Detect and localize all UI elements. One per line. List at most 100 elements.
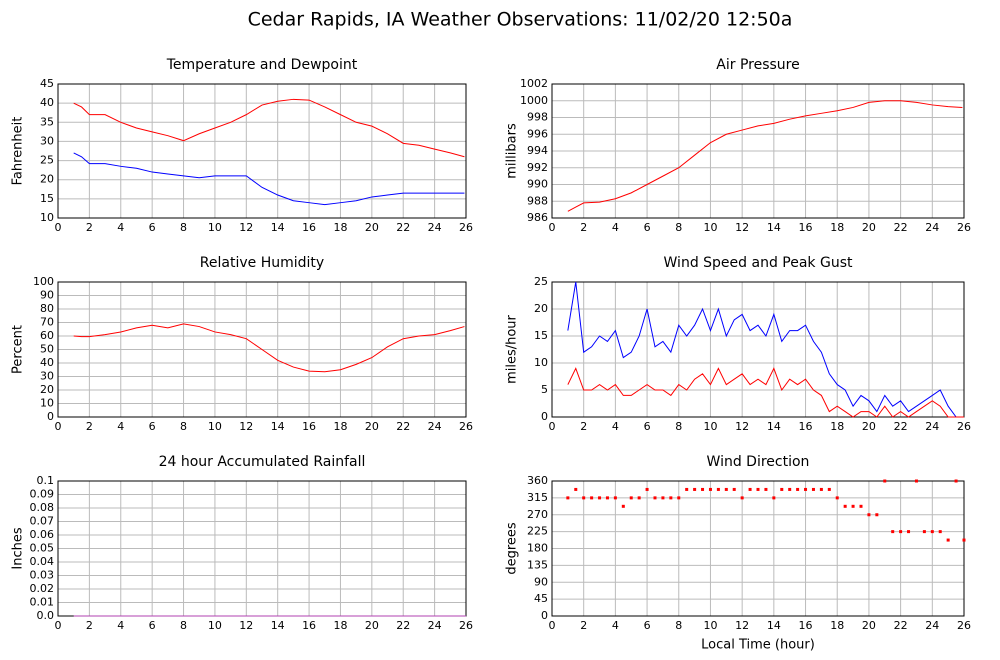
data-point (796, 487, 800, 491)
x-tick-label: 14 (271, 420, 285, 433)
x-tick-label: 12 (239, 221, 253, 234)
x-tick-label: 2 (580, 221, 587, 234)
data-point (930, 530, 934, 534)
data-point (883, 479, 887, 483)
y-tick-label: 90 (534, 575, 548, 588)
y-tick-label: 990 (527, 178, 548, 191)
data-point (645, 487, 649, 491)
x-tick-label: 14 (767, 420, 781, 433)
y-tick-label: 0.09 (30, 488, 55, 501)
y-tick-label: 994 (527, 144, 548, 157)
plot-frame (551, 83, 965, 219)
data-point (804, 487, 808, 491)
data-point (708, 487, 712, 491)
x-tick-label: 6 (644, 420, 651, 433)
x-tick-label: 22 (396, 420, 410, 433)
data-point (756, 487, 760, 491)
x-tick-label: 6 (149, 619, 156, 632)
x-tick-label: 18 (830, 619, 844, 632)
y-tick-label: 360 (527, 474, 548, 487)
data-point (613, 496, 617, 500)
x-tick-label: 20 (862, 221, 876, 234)
x-tick-label: 18 (830, 221, 844, 234)
data-point (669, 496, 673, 500)
chart-title: Temperature and Dewpoint (166, 57, 358, 73)
x-tick-label: 6 (149, 420, 156, 433)
x-tick-label: 16 (799, 619, 813, 632)
y-tick-label: 40 (40, 96, 54, 109)
x-tick-label: 22 (894, 420, 908, 433)
y-tick-label: 225 (527, 525, 548, 538)
y-tick-label: 1000 (520, 94, 548, 107)
x-tick-label: 20 (862, 619, 876, 632)
y-tick-label: 80 (40, 302, 54, 315)
x-tick-label: 16 (302, 420, 316, 433)
y-tick-label: 0.05 (30, 542, 55, 555)
data-point (811, 487, 815, 491)
x-tick-label: 12 (239, 420, 253, 433)
y-tick-label: 998 (527, 111, 548, 124)
x-tick-label: 20 (862, 420, 876, 433)
x-tick-label: 6 (644, 619, 651, 632)
y-tick-label: 0.04 (30, 555, 55, 568)
y-tick-label: 35 (40, 115, 54, 128)
data-line (567, 281, 964, 418)
x-tick-label: 18 (333, 221, 347, 234)
x-tick-label: 6 (644, 221, 651, 234)
data-point (914, 479, 918, 483)
data-point (954, 479, 958, 483)
x-tick-label: 26 (459, 619, 473, 632)
y-tick-label: 0 (541, 609, 548, 622)
x-tick-label: 20 (365, 420, 379, 433)
x-tick-label: 18 (333, 420, 347, 433)
x-tick-label: 0 (55, 619, 62, 632)
y-axis-label: Fahrenheit (11, 117, 26, 186)
x-tick-label: 26 (459, 420, 473, 433)
x-tick-label: 4 (612, 619, 619, 632)
x-tick-label: 0 (549, 420, 556, 433)
plot-frame (551, 281, 965, 418)
data-point (780, 487, 784, 491)
data-point (891, 530, 895, 534)
x-tick-label: 0 (549, 619, 556, 632)
data-point (661, 496, 665, 500)
y-tick-label: 30 (40, 134, 54, 147)
x-tick-label: 10 (703, 221, 717, 234)
y-tick-label: 0.1 (37, 474, 55, 487)
data-point (637, 496, 641, 500)
y-tick-label: 20 (534, 302, 548, 315)
y-tick-label: 0 (47, 410, 54, 423)
data-line (73, 152, 465, 206)
y-tick-label: 45 (40, 77, 54, 90)
plot-frame (551, 480, 965, 617)
x-tick-label: 14 (271, 221, 285, 234)
x-tick-label: 8 (180, 619, 187, 632)
data-point (621, 504, 625, 508)
x-tick-label: 20 (365, 221, 379, 234)
y-tick-label: 315 (527, 491, 548, 504)
data-point (788, 487, 792, 491)
y-tick-label: 40 (40, 356, 54, 369)
data-line (73, 323, 465, 373)
y-tick-label: 20 (40, 383, 54, 396)
x-tick-label: 22 (894, 221, 908, 234)
x-tick-label: 26 (459, 221, 473, 234)
data-line (567, 367, 964, 418)
chart-title: Wind Direction (707, 454, 810, 470)
y-tick-label: 15 (534, 329, 548, 342)
y-tick-label: 0.07 (30, 515, 55, 528)
x-tick-label: 26 (957, 221, 971, 234)
x-tick-label: 22 (894, 619, 908, 632)
x-tick-label: 14 (767, 221, 781, 234)
data-point (574, 487, 578, 491)
chart-title: 24 hour Accumulated Rainfall (159, 454, 366, 470)
x-tick-label: 12 (735, 619, 749, 632)
y-tick-label: 1002 (520, 77, 548, 90)
x-tick-label: 10 (208, 619, 222, 632)
y-tick-label: 30 (40, 370, 54, 383)
x-tick-label: 10 (208, 420, 222, 433)
y-axis-label: millibars (505, 123, 520, 179)
data-point (701, 487, 705, 491)
x-tick-label: 26 (957, 420, 971, 433)
